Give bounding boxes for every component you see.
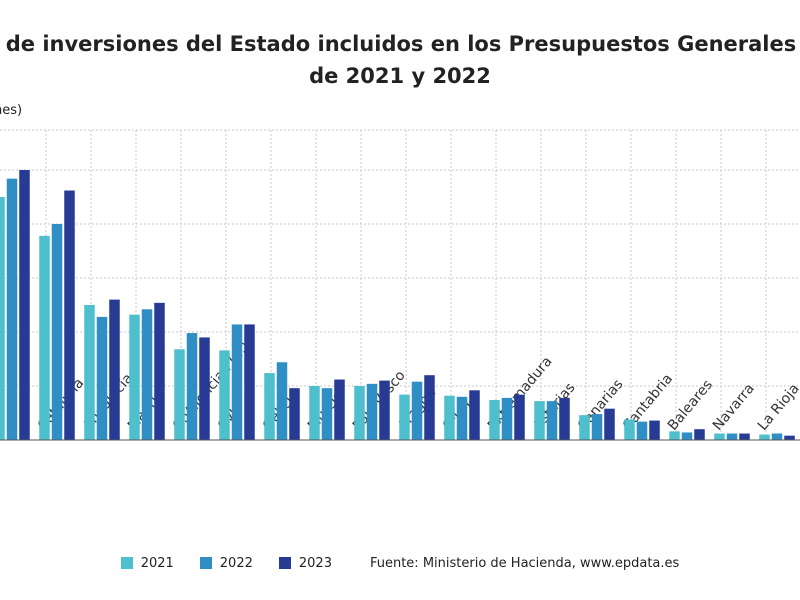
bar-2023 — [64, 190, 75, 440]
bar-2023 — [649, 420, 660, 440]
bar-2021 — [399, 394, 410, 440]
bar-2023 — [559, 397, 570, 440]
bar-2023 — [244, 324, 255, 440]
bar-chart: CataluñaAndalucíaMadridC.Valencian (...)… — [0, 129, 800, 441]
x-tick-label: La Rioja — [755, 381, 800, 434]
bar-2022 — [231, 324, 243, 440]
bar-2023 — [379, 380, 390, 440]
bar-2022 — [456, 396, 468, 440]
legend-label-2023: 2023 — [298, 555, 332, 571]
x-tick-label: Navarra — [710, 381, 758, 434]
bar-2021 — [309, 386, 320, 440]
legend: 2021 2022 2023 Fuente: Ministerio de Hac… — [0, 553, 800, 573]
bar-2023 — [694, 429, 705, 440]
bar-2023 — [514, 394, 525, 440]
bar-2022 — [276, 362, 288, 440]
legend-swatch-2021 — [120, 557, 133, 569]
bar-2022 — [51, 224, 63, 440]
legend-item-2021: 2021 — [120, 555, 174, 571]
bar-2022 — [546, 401, 558, 440]
chart-title-line-2: de 2021 y 2022 — [309, 64, 491, 88]
legend-swatch-2023 — [278, 557, 291, 569]
bar-2023 — [154, 302, 165, 440]
legend-label-2022: 2022 — [219, 555, 253, 571]
chart-title: o de inversiones del Estado incluidos en… — [0, 28, 800, 92]
bar-2023 — [334, 379, 345, 440]
bar-2022 — [186, 333, 198, 440]
legend-label-2021: 2021 — [140, 555, 174, 571]
bar-2022 — [411, 381, 423, 440]
legend-item-2023: 2023 — [278, 555, 332, 571]
bar-2022 — [366, 383, 378, 440]
bar-2023 — [289, 388, 300, 440]
bar-2022 — [771, 433, 783, 440]
bar-2021 — [489, 400, 500, 440]
bar-2023 — [604, 408, 615, 440]
bar-2021 — [39, 235, 50, 440]
bar-2021 — [444, 395, 455, 440]
bar-2023 — [109, 299, 120, 440]
bar-2022 — [6, 178, 18, 440]
bar-2021 — [669, 431, 680, 440]
bar-2022 — [96, 316, 108, 440]
bar-2021 — [354, 386, 365, 440]
bar-2021 — [759, 434, 770, 440]
bar-2023 — [784, 435, 795, 440]
bar-2021 — [129, 314, 140, 440]
chart-title-line-1: o de inversiones del Estado incluidos en… — [0, 32, 800, 56]
legend-swatch-2022 — [199, 557, 212, 569]
bar-2023 — [199, 337, 210, 440]
bar-2021 — [84, 305, 95, 440]
bar-2023 — [19, 170, 30, 440]
bar-2021 — [264, 373, 275, 440]
bar-2022 — [141, 309, 153, 440]
bar-2021 — [714, 433, 725, 440]
legend-item-2022: 2022 — [199, 555, 253, 571]
bar-2023 — [469, 390, 480, 440]
bar-2023 — [424, 375, 435, 440]
bar-2021 — [174, 349, 185, 440]
bar-2021 — [579, 415, 590, 440]
bar-2022 — [321, 388, 333, 440]
bar-2022 — [501, 397, 513, 440]
bar-2021 — [0, 197, 5, 440]
bar-2022 — [591, 414, 603, 440]
bar-2022 — [726, 433, 738, 440]
bar-2022 — [681, 432, 693, 440]
source-note: Fuente: Ministerio de Hacienda, www.epda… — [369, 555, 680, 571]
bar-2021 — [534, 401, 545, 440]
unit-label: nes) — [0, 103, 23, 118]
bar-2021 — [219, 350, 230, 440]
bar-2021 — [624, 419, 635, 440]
bar-2022 — [636, 421, 648, 440]
bar-2023 — [739, 433, 750, 440]
